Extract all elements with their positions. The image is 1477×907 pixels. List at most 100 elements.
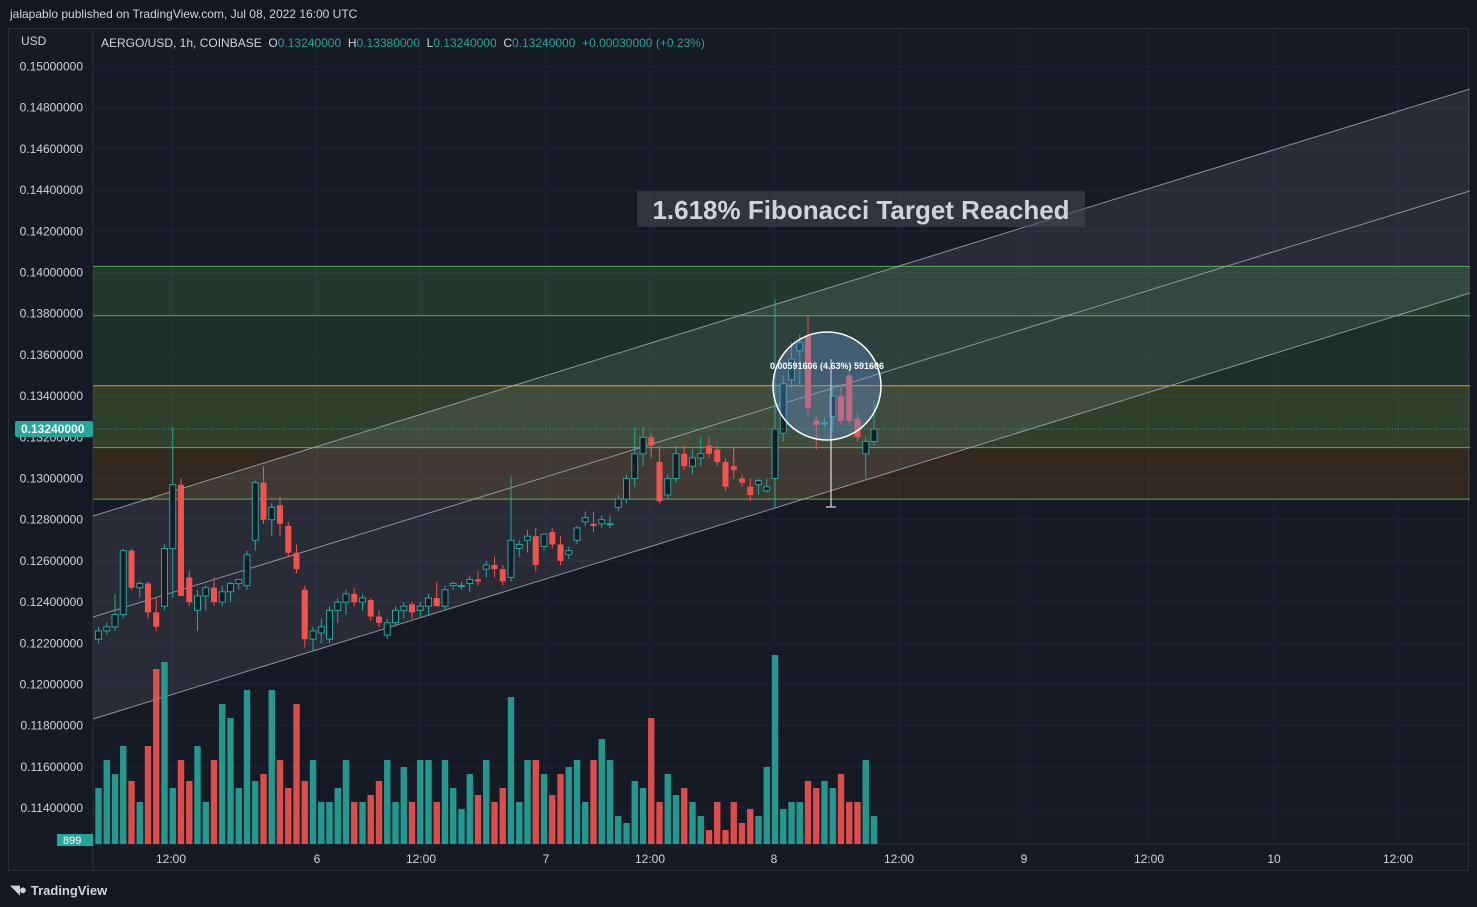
- candle-body: [763, 486, 771, 492]
- measure-circle[interactable]: [772, 331, 882, 441]
- candle-body: [409, 604, 415, 613]
- price-chart[interactable]: 0.15000000 0.14800000 0.14600000 0.14400000…: [9, 29, 1470, 872]
- x-tick-label: 12:00: [1134, 852, 1164, 866]
- y-tick-label: 0.12400000: [20, 595, 84, 609]
- volume-bar: [714, 802, 721, 844]
- candle-body: [540, 533, 548, 547]
- candle-body: [334, 601, 342, 611]
- measure-label: 0.00591606 (4.63%) 591606: [770, 361, 884, 371]
- candle-body: [153, 612, 160, 627]
- top-bar: jalapablo published on TradingView.com, …: [0, 0, 1477, 28]
- x-tick-label: 8: [771, 852, 778, 866]
- volume-bar: [202, 802, 209, 844]
- volume-bar: [516, 802, 523, 844]
- candle-body: [870, 428, 878, 442]
- y-tick-label: 0.12600000: [20, 554, 84, 568]
- candle-body: [672, 453, 680, 479]
- volume-bar: [169, 788, 176, 844]
- volume-bar: [540, 774, 548, 844]
- x-tick-label: 9: [1021, 852, 1028, 866]
- volume-bar: [301, 781, 308, 844]
- volume-bar: [219, 704, 226, 844]
- candle-body: [813, 420, 820, 425]
- candle-body: [169, 484, 177, 550]
- candle-body: [623, 478, 630, 500]
- volume-bar: [153, 669, 160, 844]
- volume-bar: [268, 690, 275, 844]
- volume-bar: [689, 802, 696, 844]
- candle-body: [829, 395, 837, 418]
- candle-body: [606, 523, 614, 526]
- candle-body: [342, 593, 350, 603]
- y-tick-label: 0.12200000: [20, 636, 84, 650]
- channel-line: [92, 88, 1470, 517]
- candle-body: [425, 597, 432, 607]
- candle-body: [689, 457, 696, 467]
- candle-body: [805, 336, 811, 409]
- volume-bar: [804, 781, 812, 844]
- volume-bar: [598, 739, 605, 844]
- volume-bar: [128, 781, 135, 844]
- candle-body: [656, 462, 663, 502]
- candle-body: [119, 550, 127, 615]
- candle-body: [449, 583, 457, 587]
- candle-body: [441, 589, 449, 607]
- volume-bar: [854, 802, 861, 844]
- volume-bar: [161, 662, 168, 844]
- candle-body: [218, 591, 226, 603]
- candle-body: [293, 552, 300, 570]
- candle-body: [103, 626, 111, 632]
- candle-body: [499, 569, 506, 582]
- volume-bar: [524, 760, 531, 844]
- chart-panel[interactable]: 0.15000000 0.14800000 0.14600000 0.14400000…: [8, 28, 1470, 872]
- volume-bar: [177, 760, 185, 844]
- tradingview-logo[interactable]: ◥● TradingView: [10, 882, 107, 898]
- volume-bar: [681, 788, 688, 844]
- candle-body: [95, 630, 102, 640]
- volume-bar: [235, 788, 242, 844]
- candle-body: [614, 498, 622, 508]
- candle-body: [648, 437, 655, 446]
- candle-body: [285, 525, 292, 553]
- volume-bar: [549, 795, 556, 844]
- fib-zone: [93, 315, 1470, 386]
- volume-bar: [351, 802, 358, 844]
- volume-bar: [326, 802, 333, 844]
- candle-body: [351, 593, 358, 603]
- x-tick-label: 12:00: [635, 852, 665, 866]
- tradingview-logo-icon: ◥●: [10, 882, 27, 897]
- volume-bar: [309, 760, 317, 844]
- volume-bar: [144, 746, 152, 844]
- volume-bar: [606, 760, 614, 844]
- volume-bar: [276, 760, 284, 844]
- volume-bar: [491, 802, 498, 844]
- candle-body: [317, 626, 325, 634]
- volume-bar: [499, 788, 506, 844]
- y-tick-label: 0.14000000: [20, 266, 84, 280]
- annotation-title: 1.618% Fibonacci Target Reached: [652, 195, 1069, 225]
- candle-body: [697, 453, 705, 459]
- volume-bar: [507, 697, 515, 844]
- volume-bar: [557, 774, 564, 844]
- volume-bar: [474, 795, 482, 844]
- annotation-box[interactable]: [637, 191, 1085, 227]
- volume-bar: [631, 781, 638, 844]
- volume-value: 899: [63, 835, 81, 847]
- candle-body: [681, 453, 688, 467]
- candle-body: [227, 583, 234, 593]
- volume-bar: [747, 809, 754, 844]
- candle-body: [846, 375, 853, 421]
- volume-bar: [573, 760, 581, 844]
- volume-bar: [260, 774, 267, 844]
- candle-body: [549, 532, 556, 545]
- candle-body: [581, 517, 589, 523]
- candle-body: [779, 383, 787, 434]
- last-price-value: 0.13240000: [21, 422, 85, 436]
- volume-bar: [417, 760, 424, 844]
- candle-body: [260, 482, 267, 520]
- volume-bar: [532, 760, 539, 844]
- candle-body: [186, 577, 193, 603]
- tradingview-logo-text: TradingView: [30, 882, 108, 898]
- candle-body: [466, 578, 474, 585]
- volume-bar: [334, 788, 341, 844]
